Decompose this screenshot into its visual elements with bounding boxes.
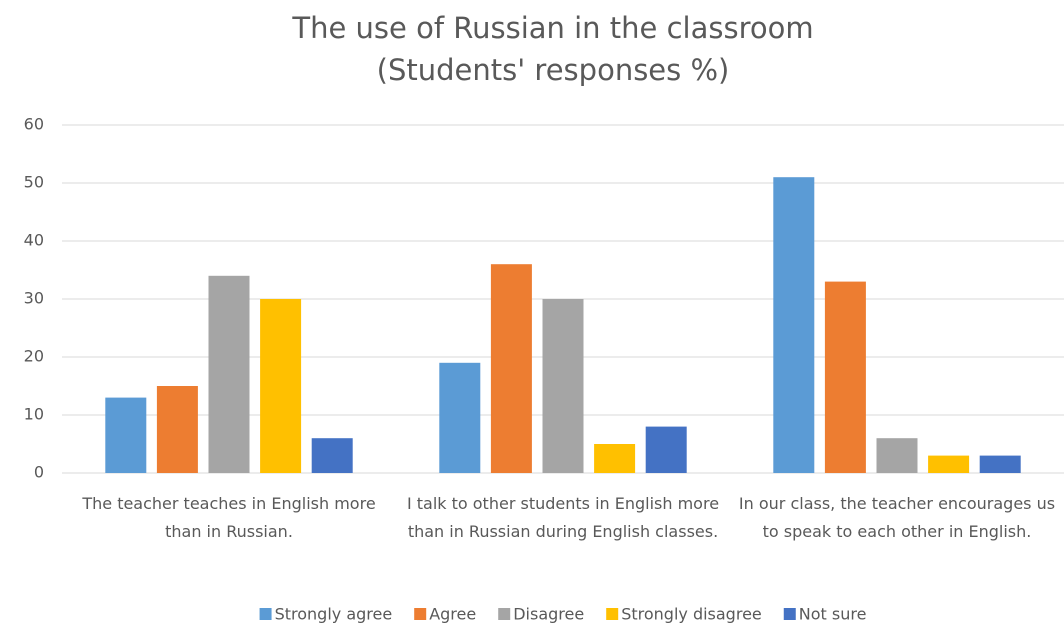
legend-label: Strongly disagree — [621, 605, 762, 624]
bar — [928, 455, 970, 473]
x-tick-label: The teacher teaches in English more than … — [81, 494, 375, 541]
legend-swatch — [498, 608, 511, 620]
bar — [105, 397, 147, 473]
y-tick-label: 0 — [34, 463, 44, 482]
bar — [260, 299, 302, 473]
y-tick-label: 20 — [24, 347, 44, 366]
y-tick-label: 60 — [24, 115, 44, 134]
legend-label: Strongly agree — [275, 605, 393, 624]
y-tick-label: 40 — [24, 231, 44, 250]
bar — [979, 455, 1021, 473]
legend-label: Not sure — [799, 605, 867, 624]
legend-swatch — [259, 608, 272, 620]
chart-subtitle: (Students' responses %) — [377, 53, 730, 87]
bar — [773, 177, 815, 473]
bar — [490, 264, 532, 473]
legend-swatch — [606, 608, 619, 620]
bar — [824, 281, 866, 473]
bar — [208, 275, 250, 473]
bar — [311, 438, 353, 473]
bar — [439, 362, 481, 473]
bar — [594, 444, 636, 473]
y-tick-label: 10 — [24, 405, 44, 424]
legend-label: Disagree — [513, 605, 584, 624]
bar — [876, 438, 918, 473]
legend-swatch — [783, 608, 796, 620]
bar — [645, 426, 687, 473]
x-tick-label: I talk to other students in English more… — [407, 494, 719, 541]
y-tick-label: 50 — [24, 173, 44, 192]
bar — [542, 299, 584, 473]
y-tick-label: 30 — [24, 289, 44, 308]
chart-title: The use of Russian in the classroom — [291, 11, 813, 45]
legend-swatch — [414, 608, 427, 620]
legend: Strongly agree Agree Disagree Strongly disa… — [259, 605, 867, 624]
legend-label: Agree — [429, 605, 476, 624]
bar — [156, 386, 198, 473]
x-tick-label: In our class, the teacher encourages us t… — [739, 494, 1055, 541]
